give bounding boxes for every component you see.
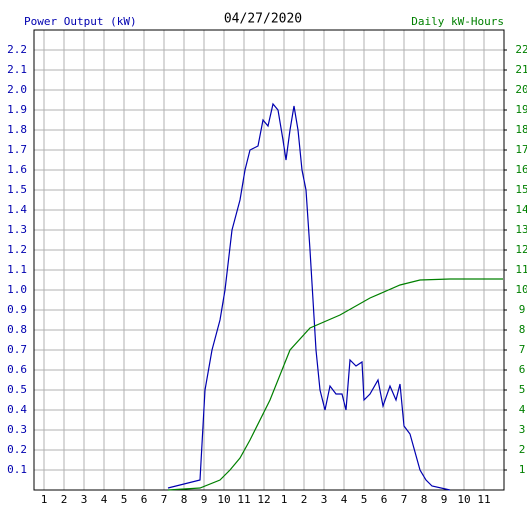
- x-tick-label: 6: [381, 493, 388, 506]
- y-tick-label: 1.0: [7, 283, 27, 296]
- chart-title: 04/27/2020: [224, 12, 302, 27]
- y-tick-label: 0.2: [7, 443, 27, 456]
- y2-tick-label: 13: [515, 223, 527, 236]
- y2-tick-label: 11: [515, 263, 527, 276]
- y-tick-label: 1.5: [7, 183, 27, 196]
- x-tick-label: 9: [441, 493, 448, 506]
- y2-axis-label: Daily kW-Hours: [411, 15, 504, 28]
- x-tick-label: 11: [477, 493, 490, 506]
- y2-tick-label: 1: [519, 463, 526, 476]
- x-tick-label: 1: [41, 493, 48, 506]
- x-tick-label: 5: [121, 493, 128, 506]
- y2-tick-label: 16: [515, 163, 527, 176]
- y2-tick-label: 6: [519, 363, 526, 376]
- y-tick-label: 1.7: [7, 143, 27, 156]
- y-tick-label: 0.1: [7, 463, 27, 476]
- y-tick-label: 2.1: [7, 63, 27, 76]
- y-tick-label: 0.3: [7, 423, 27, 436]
- y-tick-label: 1.1: [7, 263, 27, 276]
- y2-tick-label: 18: [515, 123, 527, 136]
- y-axis-label: Power Output (kW): [24, 15, 137, 28]
- y2-tick-label: 12: [515, 243, 527, 256]
- y-tick-label: 2.2: [7, 43, 27, 56]
- y2-tick-label: 19: [515, 103, 527, 116]
- y-tick-label: 0.6: [7, 363, 27, 376]
- x-tick-label: 4: [341, 493, 348, 506]
- y2-tick-label: 14: [515, 203, 527, 216]
- x-tick-label: 3: [321, 493, 328, 506]
- x-tick-label: 8: [421, 493, 428, 506]
- x-tick-label: 8: [181, 493, 188, 506]
- y-tick-label: 2.0: [7, 83, 27, 96]
- x-tick-label: 10: [457, 493, 470, 506]
- x-tick-label: 9: [201, 493, 208, 506]
- x-tick-label: 11: [237, 493, 250, 506]
- y2-tick-label: 15: [515, 183, 527, 196]
- y-tick-label: 1.2: [7, 243, 27, 256]
- y-tick-label: 0.7: [7, 343, 27, 356]
- x-tick-label: 6: [141, 493, 148, 506]
- x-tick-label: 3: [81, 493, 88, 506]
- x-tick-label: 2: [61, 493, 68, 506]
- y2-tick-label: 7: [519, 343, 526, 356]
- y2-tick-label: 9: [519, 303, 526, 316]
- series-line: [167, 278, 503, 491]
- y-tick-label: 1.9: [7, 103, 27, 116]
- y2-tick-label: 2: [519, 443, 526, 456]
- y-tick-label: 1.8: [7, 123, 27, 136]
- y2-tick-label: 17: [515, 143, 527, 156]
- series-line: [167, 102, 451, 491]
- y-tick-label: 0.9: [7, 303, 27, 316]
- x-tick-label: 4: [101, 493, 108, 506]
- y2-tick-label: 10: [515, 283, 527, 296]
- y-tick-label: 0.8: [7, 323, 27, 336]
- y2-tick-label: 20: [515, 83, 527, 96]
- x-tick-label: 7: [161, 493, 168, 506]
- y2-tick-label: 21: [515, 63, 527, 76]
- y-tick-label: 0.5: [7, 383, 27, 396]
- y-tick-label: 1.3: [7, 223, 27, 236]
- x-tick-label: 7: [401, 493, 408, 506]
- x-tick-label: 10: [217, 493, 230, 506]
- y-tick-label: 1.6: [7, 163, 27, 176]
- x-tick-label: 1: [281, 493, 288, 506]
- x-tick-label: 2: [301, 493, 308, 506]
- y-tick-label: 0.4: [7, 403, 27, 416]
- y2-tick-label: 3: [519, 423, 526, 436]
- x-tick-label: 12: [257, 493, 270, 506]
- y2-tick-label: 8: [519, 323, 526, 336]
- y2-tick-label: 4: [519, 403, 526, 416]
- y2-tick-label: 5: [519, 383, 526, 396]
- x-tick-label: 5: [361, 493, 368, 506]
- plot-frame: [33, 29, 505, 491]
- y-tick-label: 1.4: [7, 203, 27, 216]
- y2-tick-label: 22: [515, 43, 527, 56]
